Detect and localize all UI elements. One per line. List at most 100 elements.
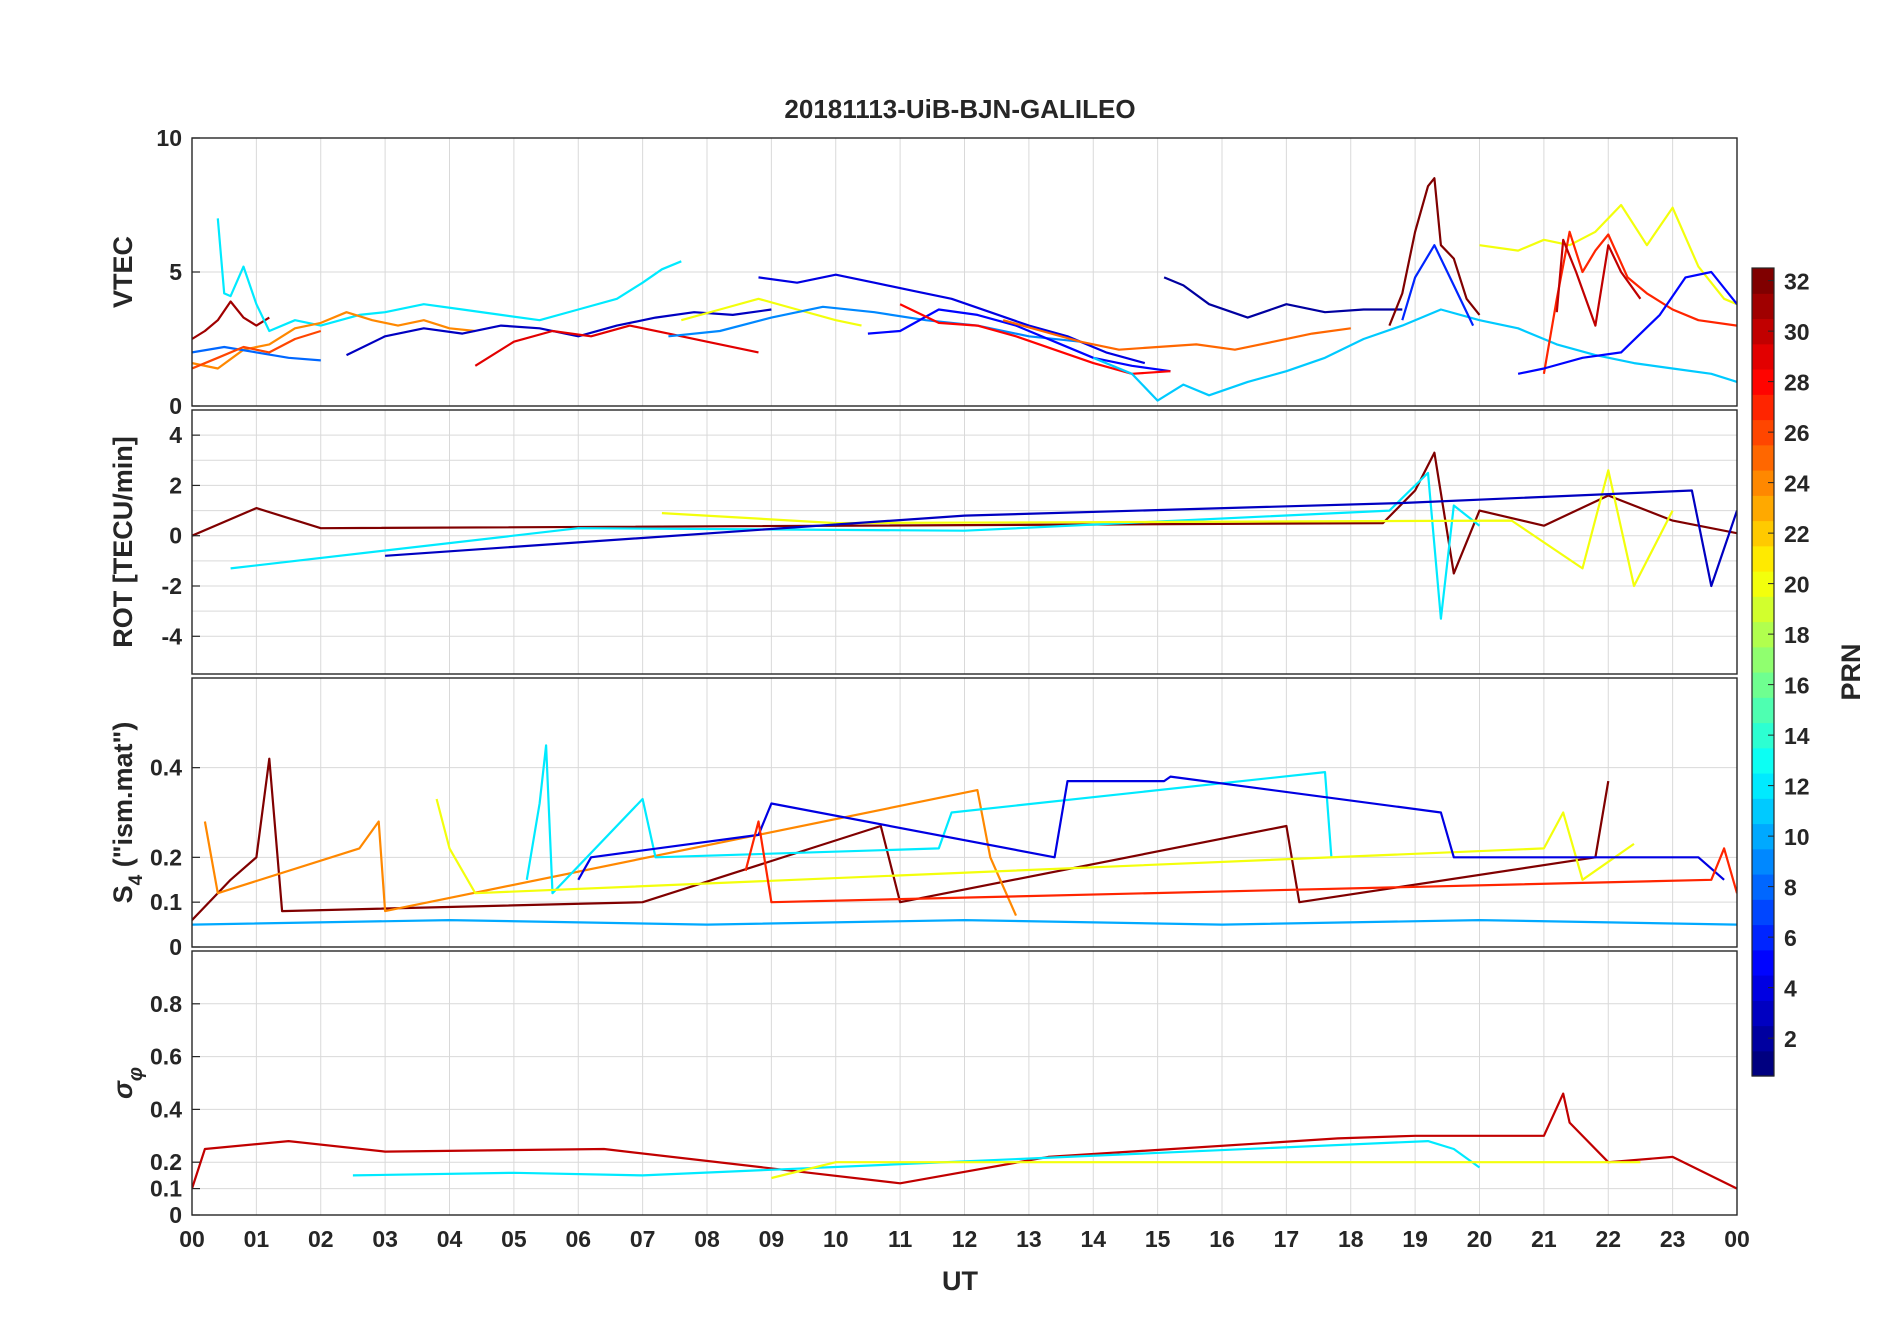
series-group xyxy=(192,451,1737,620)
panel-sigma_phi: 00.10.2 0.4 0.6 0.8 σφ 00 01 02 03 04 05 06 07 08 09 10… xyxy=(108,950,1750,1252)
colorbar-segment xyxy=(1752,545,1774,572)
x-tick-label: 10 xyxy=(823,1226,849,1252)
x-tick-label: 08 xyxy=(694,1226,720,1252)
series-line-prn-24 xyxy=(192,311,476,370)
series-line-prn-24 xyxy=(203,789,1018,917)
colorbar-segment xyxy=(1752,419,1774,446)
colorbar-segment xyxy=(1752,470,1774,496)
x-tick-label: 22 xyxy=(1595,1226,1621,1252)
x-tick-label: 11 xyxy=(888,1226,913,1252)
series-line-prn-12 xyxy=(216,218,682,333)
y-tick-label: 0.1 xyxy=(150,889,182,915)
series-line-prn-12 xyxy=(525,744,1333,895)
x-tick-label: 03 xyxy=(372,1226,398,1252)
x-tick-label: 19 xyxy=(1402,1226,1428,1252)
y-tick-label: 4 xyxy=(169,422,182,448)
series-line-prn-11 xyxy=(1092,308,1737,402)
colorbar-segment xyxy=(1752,571,1774,597)
series-line-prn-25 xyxy=(1002,319,1351,351)
y-tick-label: -2 xyxy=(162,573,182,599)
series-line-prn-20 xyxy=(771,1161,1641,1180)
colorbar-tick-label: 26 xyxy=(1784,420,1810,446)
y-axis-label: VTEC xyxy=(108,236,138,308)
series-line-prn-32 xyxy=(192,757,1610,921)
colorbar-label: PRN xyxy=(1836,643,1866,700)
series-line-prn-20 xyxy=(1479,203,1737,306)
x-tick-label: 14 xyxy=(1080,1226,1106,1252)
colorbar-tick-label: 24 xyxy=(1784,471,1810,497)
series-line-prn-27 xyxy=(744,820,1737,904)
series-line-prn-10 xyxy=(192,919,1737,926)
x-tick-label: 13 xyxy=(1016,1226,1042,1252)
series-line-prn-26 xyxy=(192,329,322,370)
colorbar-segment xyxy=(1752,823,1774,850)
colorbar-segment xyxy=(1752,747,1774,774)
x-tick-label: 18 xyxy=(1338,1226,1364,1252)
axes-frame xyxy=(191,950,1738,1216)
series-line-prn-32 xyxy=(1388,177,1481,327)
colorbar-segment xyxy=(1752,722,1774,749)
colorbar-tick-label: 30 xyxy=(1784,319,1810,345)
series-line-prn-4 xyxy=(577,775,1725,881)
series-group xyxy=(192,177,1737,402)
colorbar-segment xyxy=(1752,773,1774,799)
colorbar-segment xyxy=(1752,874,1774,900)
series-line-prn-27 xyxy=(1542,230,1737,374)
colorbar-tick-label: 14 xyxy=(1784,723,1810,749)
colorbar-segment xyxy=(1752,621,1774,648)
colorbar-segment xyxy=(1752,697,1774,724)
series-line-prn-32 xyxy=(192,451,1737,575)
colorbar-segment xyxy=(1752,318,1774,345)
colorbar-segment xyxy=(1752,975,1774,1001)
chart-title: 20181113-UiB-BJN-GALILEO xyxy=(784,94,1135,124)
y-axis-label: ROT [TECU/min] xyxy=(108,436,138,647)
colorbar-segment xyxy=(1752,520,1774,547)
colorbar-tick-label: 18 xyxy=(1784,622,1810,648)
colorbar-segment xyxy=(1752,949,1774,976)
y-tick-label: 5 xyxy=(169,259,182,285)
y-tick-label: 0 xyxy=(169,1202,182,1228)
colorbar-segment xyxy=(1752,1050,1774,1077)
x-tick-label: 21 xyxy=(1531,1226,1557,1252)
colorbar-segment xyxy=(1752,268,1774,294)
colorbar-segment xyxy=(1752,596,1774,623)
colorbar-tick-label: 8 xyxy=(1784,875,1797,901)
series-line-prn-12 xyxy=(352,1140,1481,1177)
colorbar-tick-label: 4 xyxy=(1784,976,1797,1002)
colorbar-tick-label: 22 xyxy=(1784,521,1810,547)
colorbar-segment xyxy=(1752,495,1774,522)
series-line-prn-20 xyxy=(681,297,862,327)
y-tick-label: 0 xyxy=(169,934,182,960)
colorbar-tick-label: 2 xyxy=(1784,1026,1797,1052)
colorbar-segment xyxy=(1752,798,1774,825)
x-tick-label: 06 xyxy=(565,1226,591,1252)
series-line-prn-12 xyxy=(230,471,1481,620)
x-tick-label: 01 xyxy=(244,1226,270,1252)
axes-frame xyxy=(191,677,1738,948)
colorbar-segment xyxy=(1752,343,1774,370)
colorbar-frame xyxy=(1751,267,1775,1077)
series-line-prn-20 xyxy=(435,798,1635,895)
y-tick-label: 0.8 xyxy=(150,991,182,1017)
colorbar-segment xyxy=(1752,924,1774,951)
series-line-prn-31 xyxy=(192,300,270,340)
x-tick-label: 07 xyxy=(630,1226,656,1252)
series-group xyxy=(192,744,1737,926)
x-tick-label: 15 xyxy=(1145,1226,1171,1252)
colorbar-segment xyxy=(1752,293,1774,320)
y-tick-label: 0.4 xyxy=(150,1096,182,1122)
y-tick-label: -4 xyxy=(162,623,183,649)
series-line-prn-30 xyxy=(192,1092,1737,1190)
x-tick-label: 17 xyxy=(1274,1226,1300,1252)
y-tick-label: 0.6 xyxy=(150,1044,182,1070)
colorbar-tick-label: 28 xyxy=(1784,370,1810,396)
series-line-prn-3 xyxy=(385,489,1737,588)
y-tick-label: 0 xyxy=(169,393,182,419)
colorbar-tick-label: 6 xyxy=(1784,925,1797,951)
x-tick-label: 09 xyxy=(759,1226,785,1252)
colorbar-segment xyxy=(1752,672,1774,698)
series-line-prn-5 xyxy=(867,308,1171,373)
y-tick-label: 0.1 xyxy=(150,1176,182,1202)
